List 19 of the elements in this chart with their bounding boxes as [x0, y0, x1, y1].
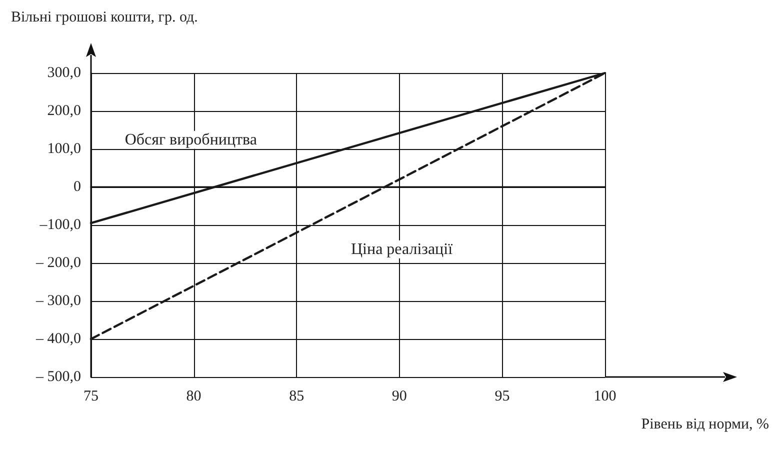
- x-axis-title: Рівень від норми, %: [641, 416, 770, 432]
- y-tick-label: – 500,0: [35, 369, 81, 385]
- x-tick-label: 100: [594, 388, 616, 404]
- y-tick-label: 200,0: [47, 103, 81, 119]
- text: Ціна реалізації: [351, 240, 454, 258]
- x-tick-label: 80: [186, 388, 202, 404]
- series-label: Обсяг виробництва: [124, 131, 257, 148]
- y-axis-title: Вільні грошові кошти, гр. од.: [11, 10, 198, 26]
- y-tick-label: 100,0: [47, 141, 81, 157]
- y-tick-label: – 200,0: [35, 255, 81, 271]
- y-tick-label: – 400,0: [35, 331, 81, 347]
- y-tick-label: 0: [74, 179, 81, 195]
- x-tick-label: 95: [494, 388, 510, 404]
- x-tick-label: 75: [84, 388, 98, 404]
- y-tick-label: 300,0: [47, 65, 81, 81]
- x-tick-label: 90: [392, 388, 407, 404]
- y-tick-label: –100,0: [38, 217, 81, 233]
- x-tick-label: 85: [289, 388, 304, 404]
- y-tick-label: – 300,0: [35, 293, 81, 309]
